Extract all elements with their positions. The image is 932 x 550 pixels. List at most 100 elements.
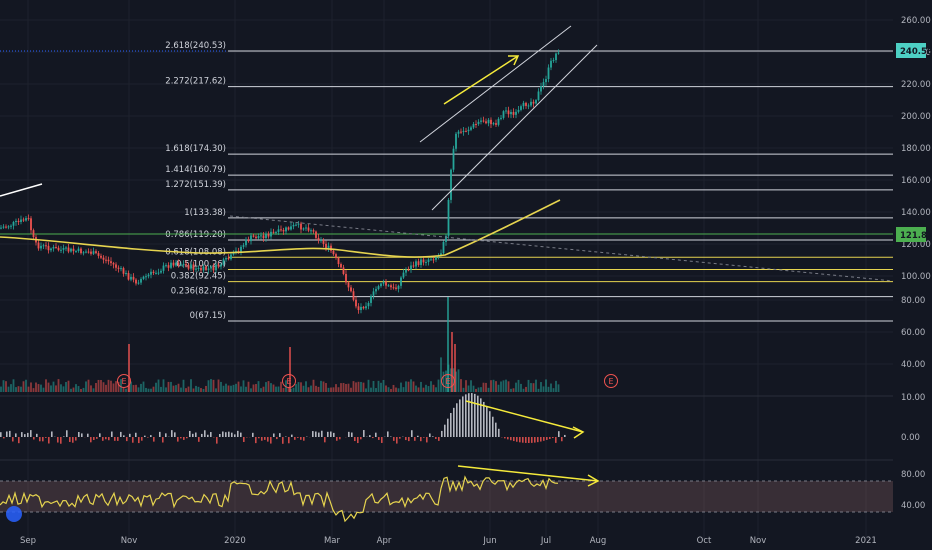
macd-histogram-bar <box>30 430 32 437</box>
grid <box>0 0 893 540</box>
volume-bar <box>117 381 120 392</box>
candle <box>215 264 217 271</box>
volume-bar <box>367 379 370 392</box>
candle <box>107 259 110 262</box>
volume-bar <box>42 387 45 392</box>
macd-histogram-bar <box>159 431 161 437</box>
candle <box>197 267 200 269</box>
macd-histogram-bar <box>555 437 557 443</box>
macd-histogram-bar <box>129 433 131 437</box>
macd-histogram-bar <box>318 432 320 437</box>
candle <box>135 279 137 284</box>
candle <box>397 285 400 289</box>
volume-bar <box>542 386 545 392</box>
volume-bar <box>92 388 95 392</box>
candle <box>480 120 482 122</box>
earnings-marker <box>282 374 296 388</box>
candle <box>435 257 437 260</box>
time-tick-label: Jun <box>482 536 496 546</box>
volume-bar <box>535 379 537 392</box>
candle <box>87 251 90 253</box>
candle <box>345 273 347 283</box>
volume-bar <box>467 385 470 392</box>
candle <box>22 219 25 221</box>
volume-bar <box>387 387 390 392</box>
macd-histogram-bar <box>234 434 236 437</box>
macd-histogram-bar <box>51 431 53 437</box>
candle <box>455 133 457 149</box>
candle <box>152 271 155 273</box>
volume-bar <box>45 379 47 392</box>
volume-bar <box>392 384 395 392</box>
macd-histogram-bar <box>408 437 410 442</box>
volume-bar <box>205 385 207 392</box>
macd-histogram-bar <box>447 418 449 437</box>
macd-histogram-bar <box>462 396 464 437</box>
volume-bar <box>215 388 217 392</box>
candle <box>500 117 502 119</box>
volume-bar <box>432 384 435 392</box>
volume-bar <box>170 381 172 392</box>
volume-bar <box>355 382 357 392</box>
earnings-label: E <box>286 377 291 386</box>
candle <box>280 229 282 231</box>
candle <box>502 111 505 118</box>
volume-bar <box>145 387 147 392</box>
volume-bar <box>30 382 32 392</box>
time-axis: Sep Nov 2020 Mar Apr Jun Jul Aug Oct Nov 2021 <box>20 536 877 546</box>
volume-bar <box>160 386 162 392</box>
candle <box>147 274 150 277</box>
volume-bar <box>227 385 230 392</box>
volume-bar <box>77 386 80 392</box>
volume-bar <box>470 380 472 392</box>
price-tick-label: 160.00 <box>901 176 931 186</box>
candle <box>95 251 97 254</box>
volume-bar <box>75 384 77 392</box>
volume-bar <box>135 384 137 392</box>
macd-histogram-bar <box>210 432 212 437</box>
fib-level-label: 0.382(92.45) <box>171 272 226 282</box>
macd-histogram-bar <box>201 433 203 437</box>
macd-histogram-bar <box>519 437 521 443</box>
time-tick-label: Aug <box>590 536 607 546</box>
macd-histogram-bar <box>126 437 128 442</box>
macd-histogram-bar <box>186 437 188 439</box>
candle <box>555 53 557 61</box>
macd-histogram-bar <box>429 433 431 437</box>
candle <box>432 259 435 261</box>
candle <box>520 106 522 110</box>
candle <box>185 263 187 266</box>
candle <box>240 246 242 252</box>
candle <box>237 250 240 252</box>
volume-bar <box>505 379 507 392</box>
volume-bar <box>272 384 275 392</box>
volume-bar <box>550 383 552 392</box>
candle <box>552 60 555 62</box>
candle <box>60 249 62 251</box>
candle <box>210 266 212 269</box>
time-tick-label: Nov <box>121 536 138 546</box>
candle <box>402 272 405 278</box>
candle <box>442 241 445 254</box>
volume-bar <box>52 381 55 392</box>
candle <box>305 227 307 229</box>
macd-histogram-bar <box>336 437 338 441</box>
candle <box>77 248 80 252</box>
macd-histogram-bar <box>405 437 407 441</box>
rsi-band <box>0 481 893 512</box>
candle <box>370 295 372 303</box>
candle <box>10 225 12 227</box>
volume-bar <box>547 386 550 392</box>
macd-histogram-bar <box>9 430 11 437</box>
macd-histogram-bar <box>456 403 458 437</box>
volume-bar <box>395 387 397 392</box>
volume-bar <box>492 379 495 392</box>
volume-bar <box>72 387 75 392</box>
volume-bar <box>35 382 37 392</box>
macd-histogram-bar <box>6 431 8 437</box>
candle <box>465 130 467 132</box>
candle <box>195 268 197 270</box>
price-axis: 260.00240.00220.00200.00180.00160.00140.… <box>893 0 932 540</box>
macd-histogram-bar <box>255 437 257 444</box>
